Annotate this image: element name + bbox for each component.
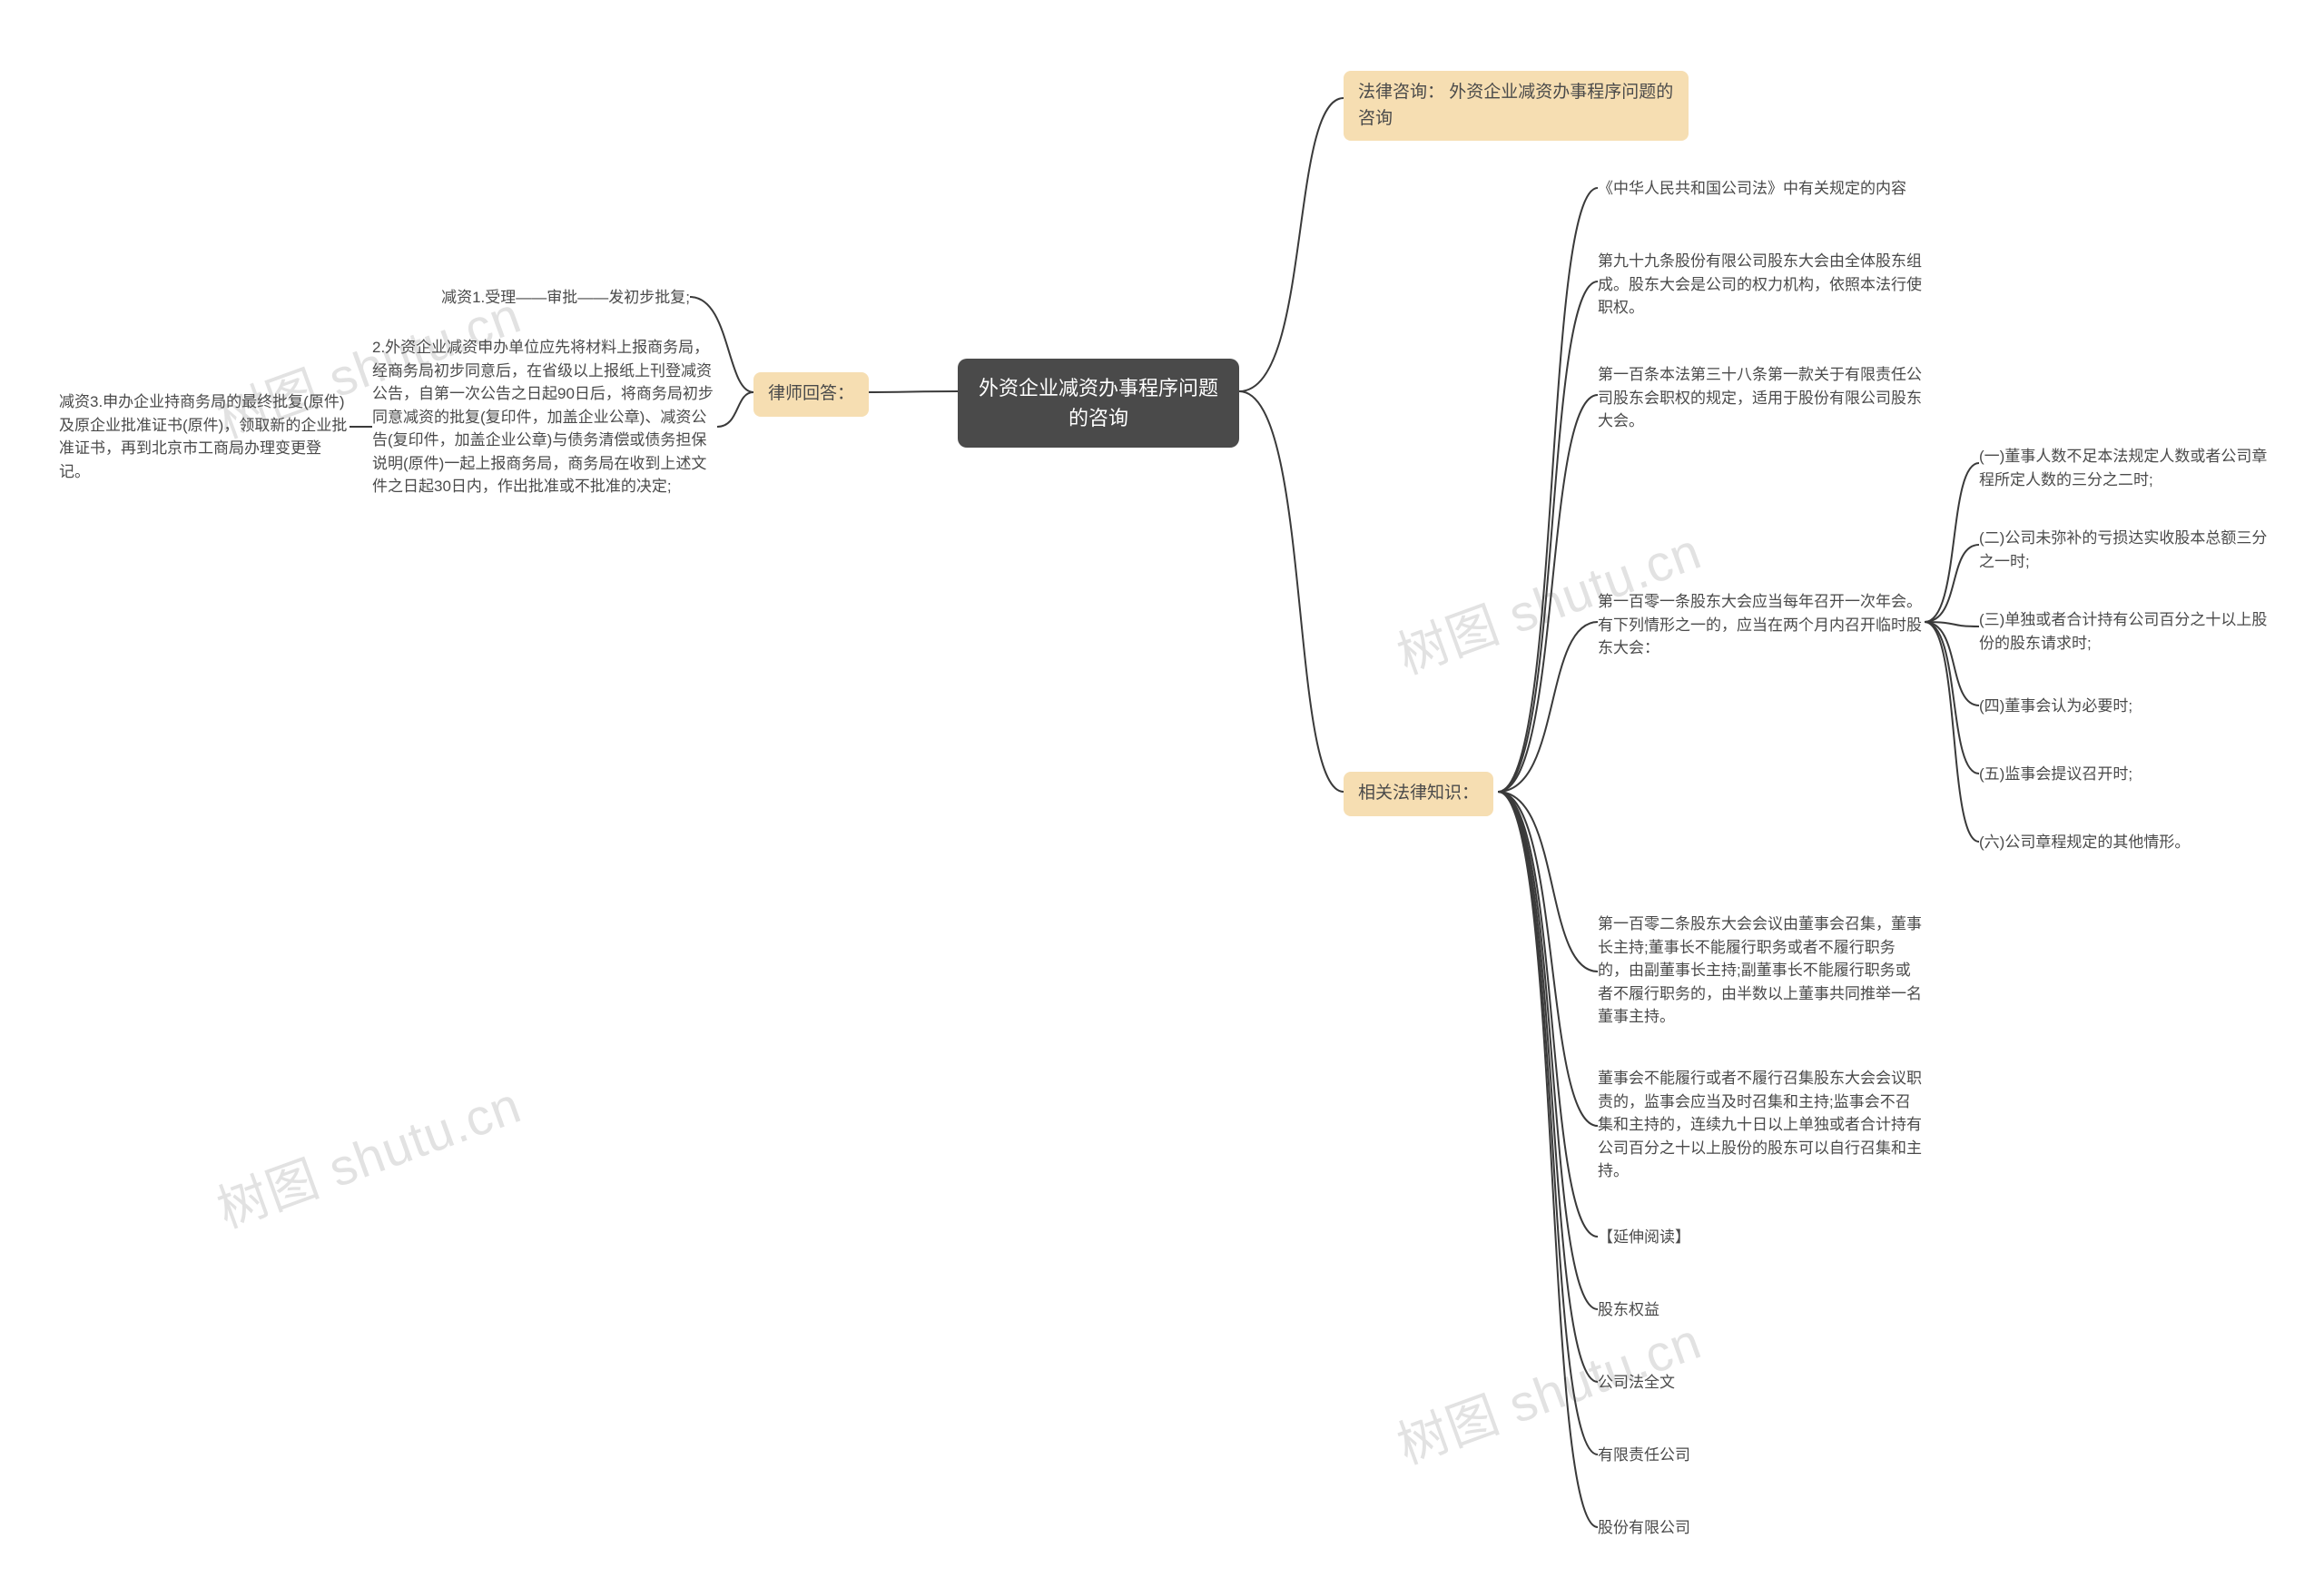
edge-layer bbox=[0, 0, 2324, 1588]
legal-b4-c5[interactable]: (五)监事会提议召开时; bbox=[1979, 763, 2279, 786]
legal-b4[interactable]: 第一百零一条股东大会应当每年召开一次年会。有下列情形之一的，应当在两个月内召开临… bbox=[1598, 590, 1925, 660]
legal-b4-c4[interactable]: (四)董事会认为必要时; bbox=[1979, 695, 2279, 718]
legal-b1[interactable]: 《中华人民共和国公司法》中有关规定的内容 bbox=[1598, 177, 1925, 201]
root-node[interactable]: 外资企业减资办事程序问题的咨询 bbox=[958, 359, 1239, 448]
branch-consult[interactable]: 法律咨询： 外资企业减资办事程序问题的咨询 bbox=[1344, 71, 1689, 141]
legal-b4-c6[interactable]: (六)公司章程规定的其他情形。 bbox=[1979, 831, 2279, 854]
lawyer-step1[interactable]: 减资1.受理——审批——发初步批复; bbox=[390, 286, 690, 310]
legal-b3[interactable]: 第一百条本法第三十八条第一款关于有限责任公司股东会职权的规定，适用于股份有限公司… bbox=[1598, 363, 1925, 433]
watermark: 树图 shutu.cn bbox=[206, 1065, 530, 1243]
legal-b4-c2[interactable]: (二)公司未弥补的亏损达实收股本总额三分之一时; bbox=[1979, 527, 2279, 573]
legal-b11[interactable]: 股份有限公司 bbox=[1598, 1516, 1690, 1540]
legal-b8[interactable]: 股东权益 bbox=[1598, 1298, 1659, 1322]
legal-b6[interactable]: 董事会不能履行或者不履行召集股东大会会议职责的，监事会应当及时召集和主持;监事会… bbox=[1598, 1067, 1925, 1183]
legal-b4-c1[interactable]: (一)董事人数不足本法规定人数或者公司章程所定人数的三分之二时; bbox=[1979, 445, 2279, 491]
legal-b2[interactable]: 第九十九条股份有限公司股东大会由全体股东组成。股东大会是公司的权力机构，依照本法… bbox=[1598, 250, 1925, 320]
lawyer-step2[interactable]: 2.外资企业减资申办单位应先将材料上报商务局，经商务局初步同意后，在省级以上报纸… bbox=[372, 336, 717, 498]
legal-b9[interactable]: 公司法全文 bbox=[1598, 1371, 1675, 1395]
mindmap-canvas: 树图 shutu.cn 树图 shutu.cn 树图 shutu.cn 树图 s… bbox=[0, 0, 2324, 1588]
branch-legal[interactable]: 相关法律知识： bbox=[1344, 772, 1493, 816]
legal-b4-c3[interactable]: (三)单独或者合计持有公司百分之十以上股份的股东请求时; bbox=[1979, 608, 2279, 655]
legal-b7[interactable]: 【延伸阅读】 bbox=[1598, 1226, 1690, 1249]
legal-b5[interactable]: 第一百零二条股东大会会议由董事会召集，董事长主持;董事长不能履行职务或者不履行职… bbox=[1598, 912, 1925, 1029]
branch-lawyer[interactable]: 律师回答： bbox=[753, 372, 869, 417]
legal-b10[interactable]: 有限责任公司 bbox=[1598, 1444, 1690, 1467]
lawyer-step3[interactable]: 减资3.申办企业持商务局的最终批复(原件)及原企业批准证书(原件)，领取新的企业… bbox=[59, 390, 350, 483]
